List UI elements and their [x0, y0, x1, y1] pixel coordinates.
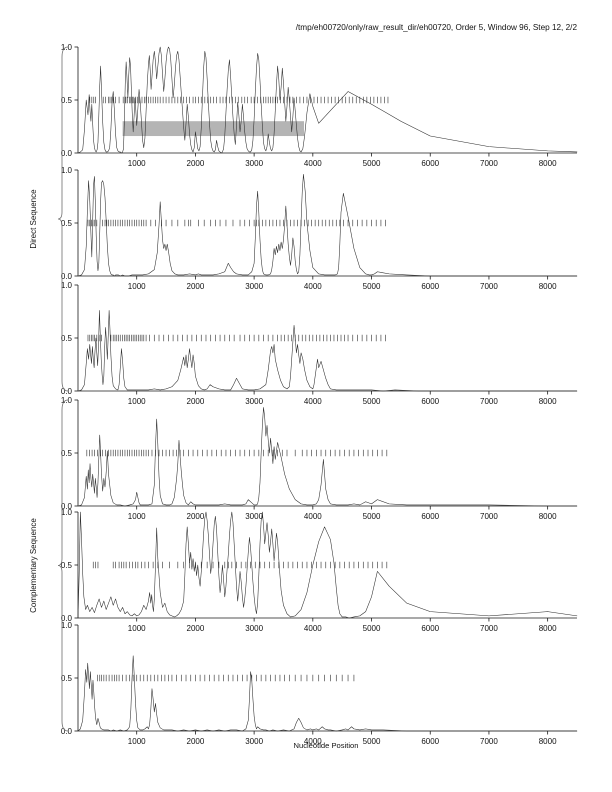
x-tick-label: 6000 [421, 397, 439, 406]
y-tick-label: 0.5 [61, 334, 73, 343]
data-trace [77, 407, 578, 507]
x-tick-label: 5000 [363, 282, 381, 291]
y-tick-label: 0.5 [61, 449, 73, 458]
x-tick-label: 3000 [245, 737, 263, 746]
x-tick-label: 2000 [187, 159, 205, 168]
chart-panel-3: 0.0 0.5 1.0 1000 2000 3000 4000 5000 6000 7000 800… [61, 281, 578, 406]
x-axis-title: Nucleotide Position [293, 741, 358, 750]
y-tick-label: 0.5 [61, 674, 73, 683]
x-tick-label: 2000 [187, 282, 205, 291]
x-tick-label: 1000 [128, 397, 146, 406]
x-tick-label: 4000 [304, 159, 322, 168]
y-tick-label: 1.0 [61, 508, 73, 517]
x-tick-label: 8000 [539, 737, 557, 746]
chart-panel-6: 0.0 0.5 1.0 1000 2000 3000 4000 5000 6000 7000 800… [61, 621, 578, 746]
x-tick-label: 5000 [363, 397, 381, 406]
highlight-band [122, 121, 305, 137]
x-tick-label: 6000 [421, 737, 439, 746]
x-tick-label: 8000 [539, 624, 557, 633]
feature-track [87, 334, 386, 342]
x-tick-label: 6000 [421, 624, 439, 633]
figure-title: /tmp/eh00720/only/raw_result_dir/eh00720… [296, 23, 578, 32]
x-tick-label: 5000 [363, 624, 381, 633]
data-trace [77, 655, 578, 732]
x-tick-label: 1000 [128, 282, 146, 291]
x-tick-label: 7000 [480, 159, 498, 168]
x-tick-label: 3000 [245, 282, 263, 291]
feature-track [86, 449, 388, 457]
y-tick-label: 0.5 [61, 96, 73, 105]
x-tick-label: 3000 [245, 159, 263, 168]
x-tick-label: 1000 [128, 512, 146, 521]
x-tick-label: 2000 [187, 397, 205, 406]
data-trace [77, 173, 578, 277]
x-tick-label: 4000 [304, 512, 322, 521]
x-tick-label: 4000 [304, 282, 322, 291]
x-tick-label: 6000 [421, 512, 439, 521]
x-tick-label: 4000 [304, 737, 322, 746]
y-tick-label: 0.0 [61, 149, 73, 158]
x-tick-label: 4000 [304, 397, 322, 406]
y-tick-label: 0.0 [61, 502, 73, 511]
group-label-layer: Direct Sequence Complementary Sequence [29, 46, 69, 732]
x-tick-label: 1000 [128, 737, 146, 746]
x-tick-label: 2000 [187, 624, 205, 633]
data-trace [77, 310, 578, 392]
feature-track [92, 561, 388, 569]
y-tick-label: 0.0 [61, 272, 73, 281]
x-tick-label: 7000 [480, 282, 498, 291]
x-tick-label: 3000 [245, 624, 263, 633]
panel-stack: 0.0 0.5 1.0 1000 2000 3000 4000 5000 6000 7000 800… [61, 43, 578, 746]
x-tick-label: 5000 [363, 737, 381, 746]
x-tick-label: 6000 [421, 282, 439, 291]
y-tick-label: 1.0 [61, 166, 73, 175]
x-tick-label: 6000 [421, 159, 439, 168]
x-tick-label: 5000 [363, 159, 381, 168]
feature-track [87, 219, 386, 227]
feature-track [89, 96, 389, 104]
data-trace [77, 46, 578, 154]
feature-track [97, 674, 355, 682]
chart-panel-2: 0.0 0.5 1.0 1000 2000 3000 4000 5000 6000 7000 800… [61, 166, 578, 291]
x-tick-label: 8000 [539, 512, 557, 521]
chart-panel-4: 0.0 0.5 1.0 1000 2000 3000 4000 5000 6000 7000 800… [61, 396, 578, 521]
group-brace [57, 46, 69, 392]
y-tick-label: 0.0 [61, 727, 73, 736]
y-tick-label: 1.0 [61, 281, 73, 290]
group-brace [57, 399, 69, 732]
x-tick-label: 7000 [480, 397, 498, 406]
x-tick-label: 7000 [480, 737, 498, 746]
y-tick-label: 0.5 [61, 219, 73, 228]
x-tick-label: 1000 [128, 159, 146, 168]
x-tick-label: 4000 [304, 624, 322, 633]
x-tick-label: 7000 [480, 624, 498, 633]
x-tick-label: 1000 [128, 624, 146, 633]
group-label-1: Direct Sequence [29, 189, 38, 249]
x-tick-label: 7000 [480, 512, 498, 521]
x-tick-label: 2000 [187, 737, 205, 746]
y-tick-label: 0.0 [61, 614, 73, 623]
chart-panel-5: 0.0 0.5 1.0 1000 2000 3000 4000 5000 6000 7000 800… [61, 508, 578, 633]
data-trace [77, 511, 578, 619]
y-tick-label: 1.0 [61, 621, 73, 630]
y-tick-label: 0.5 [61, 561, 73, 570]
x-tick-label: 8000 [539, 397, 557, 406]
group-label-2: Complementary Sequence [29, 518, 38, 613]
x-tick-label: 8000 [539, 282, 557, 291]
y-tick-label: 0.0 [61, 387, 73, 396]
x-tick-label: 3000 [245, 397, 263, 406]
x-tick-label: 5000 [363, 512, 381, 521]
x-tick-label: 3000 [245, 512, 263, 521]
x-tick-label: 2000 [187, 512, 205, 521]
x-tick-label: 8000 [539, 159, 557, 168]
